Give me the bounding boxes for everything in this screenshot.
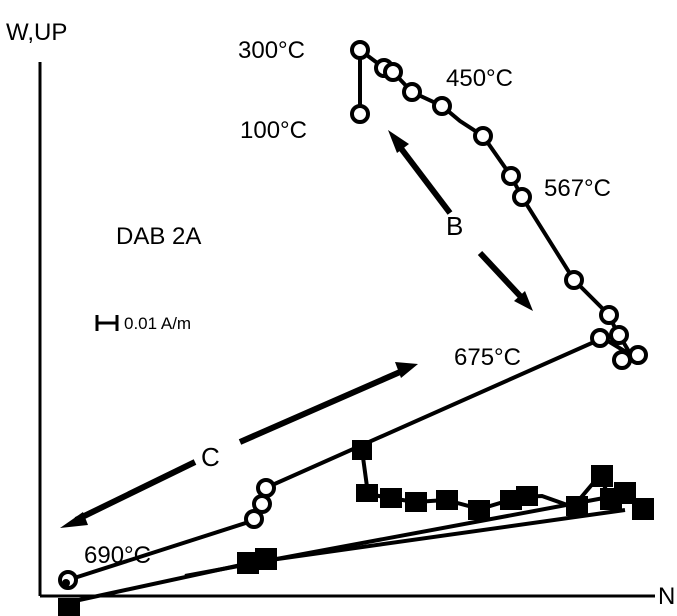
open-circle-markers [58,40,648,590]
temp-label-675: 675°C [454,344,521,371]
open-circle-marker [402,82,422,102]
filled-square-marker [566,496,588,516]
filled-square-marker [356,484,378,502]
open-circle-marker [256,478,276,498]
scale-bar [95,315,119,331]
open-circle-marker [473,126,493,146]
filled-square-marker [380,488,402,508]
filled-square-marker [436,490,458,510]
filled-square-marker [58,598,80,616]
axes [38,62,655,598]
open-circle-marker [350,40,370,60]
filled-square-marker [591,465,613,487]
component-c-label: C [201,442,220,472]
filled-square-marker [352,440,372,460]
open-circle-marker [244,509,264,529]
vertical-axis-label: W,UP [6,19,67,46]
filled-square-tail-line [69,560,256,604]
filled-square-marker [405,492,427,512]
temp-label-567: 567°C [544,175,611,202]
temp-label-100: 100°C [240,117,307,144]
component-b-arrow [388,130,533,311]
filled-square-line-lower [241,508,626,566]
open-circle-marker [501,166,521,186]
filled-square-marker [237,552,259,574]
horizontal-axis-label: N [658,583,675,610]
filled-square-marker [614,482,636,504]
specimen-label: DAB 2A [116,223,201,250]
open-circle-marker [628,345,648,365]
filled-square-marker [632,498,654,520]
open-circle-marker [512,187,532,207]
component-c-arrow [60,362,418,528]
temp-label-690: 690°C [84,542,151,569]
filled-square-marker [468,500,490,520]
component-b-label: B [446,211,463,241]
open-circle-marker [599,305,619,325]
open-circle-marker [432,96,452,116]
open-circle-marker [609,325,629,345]
filled-square-series [69,449,644,604]
open-circle-marker [252,494,272,514]
open-circle-origin-dot [62,579,70,587]
filled-square-markers [58,440,654,616]
filled-square-marker [255,548,277,570]
open-circle-tail-line [67,517,259,582]
open-circle-marker [612,350,632,370]
filled-square-marker [516,486,538,506]
temp-label-450: 450°C [446,65,513,92]
open-circle-marker [564,270,584,290]
open-circle-marker [383,62,403,82]
open-circle-marker [590,328,610,348]
temp-label-300: 300°C [238,37,305,64]
open-circle-marker [350,104,370,124]
scale-bar-label: 0.01 A/m [124,314,191,333]
